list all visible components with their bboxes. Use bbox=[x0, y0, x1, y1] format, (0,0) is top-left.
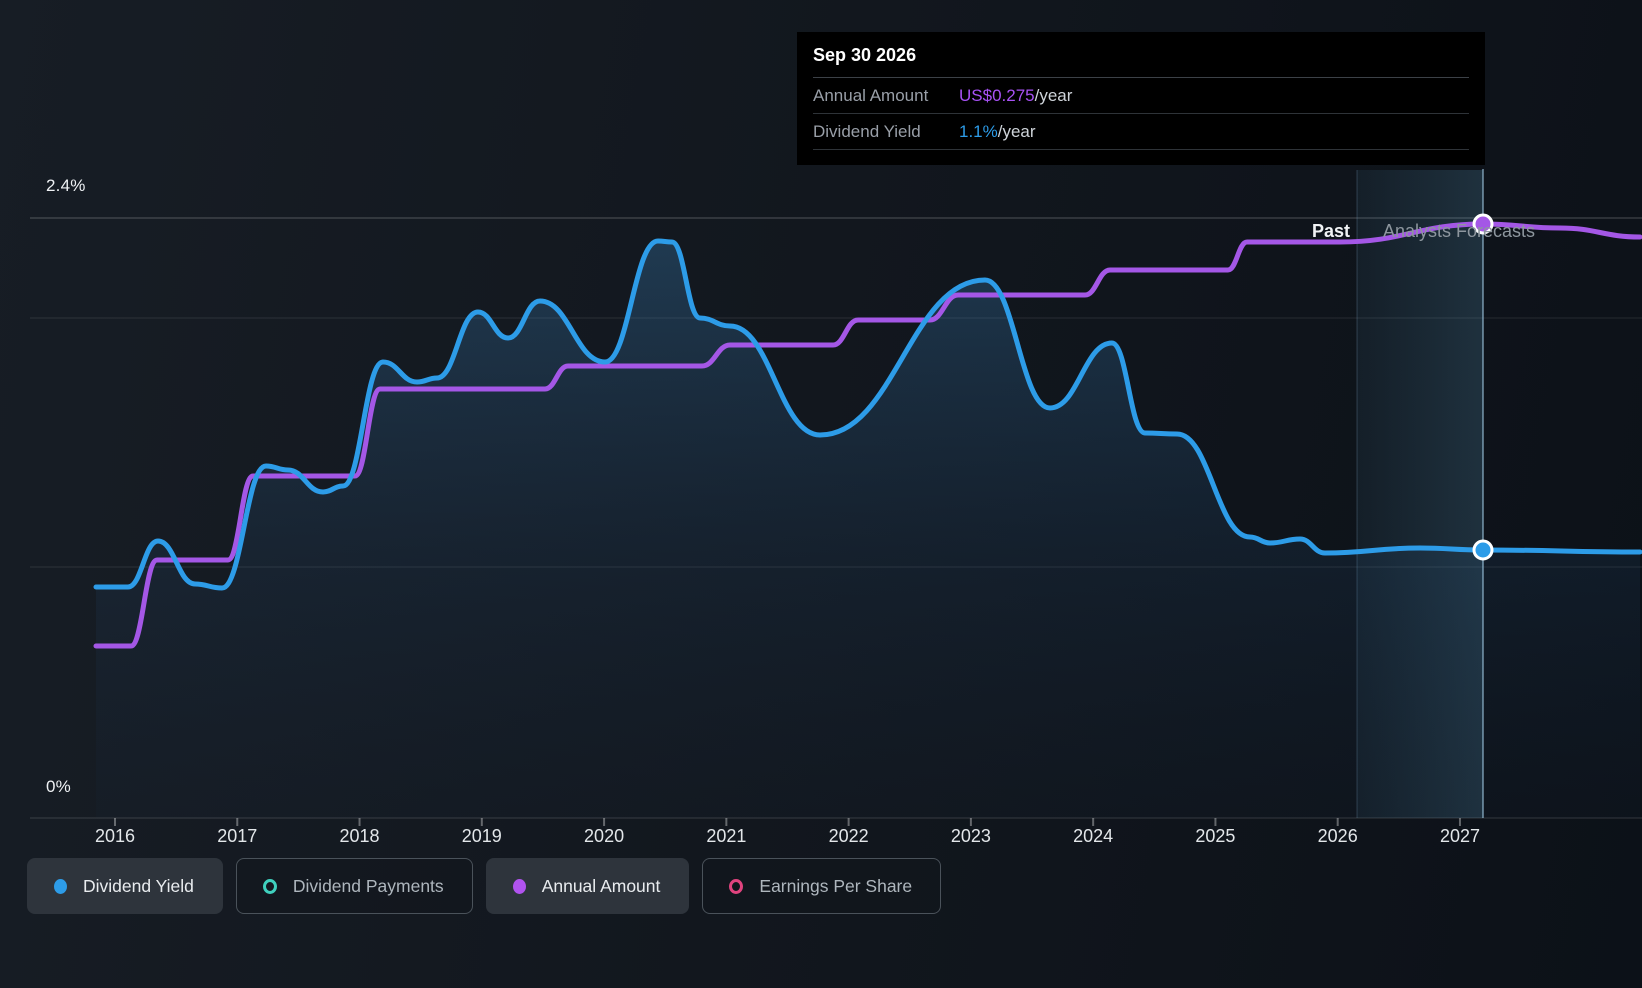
legend-label-dividend-payments: Dividend Payments bbox=[292, 875, 444, 896]
x-tick-label-2022: 2022 bbox=[828, 826, 869, 846]
legend-chip-dividend-yield[interactable]: Dividend Yield bbox=[27, 858, 223, 914]
x-tick-label-2017: 2017 bbox=[217, 826, 258, 846]
x-tick-label-2023: 2023 bbox=[950, 826, 991, 846]
past-label: Past bbox=[1311, 221, 1350, 241]
tooltip-value-dividend-yield: 1.1% bbox=[959, 121, 998, 141]
tooltip-row-annual-amount: Annual Amount US$0.275 /year bbox=[813, 78, 1469, 114]
hover-tooltip: Sep 30 2026 Annual Amount US$0.275 /year… bbox=[797, 32, 1485, 165]
legend-chip-earnings-per-share[interactable]: Earnings Per Share bbox=[702, 858, 942, 914]
dividend-yield-marker bbox=[1472, 539, 1494, 561]
tooltip-label-dividend-yield: Dividend Yield bbox=[813, 121, 921, 141]
analysts-forecasts-label: Analysts Forecasts bbox=[1383, 221, 1536, 241]
legend-chip-dividend-payments[interactable]: Dividend Payments bbox=[235, 858, 473, 914]
x-tick-label-2024: 2024 bbox=[1073, 826, 1114, 846]
y-axis-label-bottom: 0% bbox=[46, 777, 71, 796]
legend-label-dividend-yield: Dividend Yield bbox=[83, 875, 194, 896]
x-tick-label-2021: 2021 bbox=[706, 826, 747, 846]
legend: Dividend Yield Dividend Payments Annual … bbox=[27, 858, 942, 914]
tooltip-suffix-dividend-yield: /year bbox=[997, 121, 1036, 141]
tooltip-row-dividend-yield: Dividend Yield 1.1% /year bbox=[813, 114, 1469, 150]
x-tick-label-2020: 2020 bbox=[584, 826, 625, 846]
legend-label-annual-amount: Annual Amount bbox=[541, 875, 661, 896]
legend-chip-annual-amount[interactable]: Annual Amount bbox=[485, 858, 690, 914]
tooltip-suffix-annual-amount: /year bbox=[1034, 85, 1073, 105]
x-tick-label-2018: 2018 bbox=[339, 826, 380, 846]
annual-amount-marker bbox=[1472, 213, 1494, 235]
dividend-payments-ring-icon bbox=[262, 878, 277, 894]
dividend-yield-dot-icon bbox=[54, 878, 67, 894]
x-tick-label-2016: 2016 bbox=[94, 826, 136, 846]
earnings-per-share-ring-icon bbox=[729, 878, 744, 894]
x-tick-label-2025: 2025 bbox=[1195, 826, 1236, 846]
legend-label-earnings-per-share: Earnings Per Share bbox=[759, 875, 913, 896]
tooltip-value-annual-amount: US$0.275 bbox=[959, 85, 1035, 105]
x-tick-label-2026: 2026 bbox=[1317, 826, 1358, 846]
x-tick-label-2027: 2027 bbox=[1439, 826, 1480, 846]
y-axis-label-top: 2.4% bbox=[46, 176, 86, 195]
tooltip-label-annual-amount: Annual Amount bbox=[813, 85, 929, 105]
x-tick-label-2019: 2019 bbox=[461, 826, 502, 846]
annual-amount-dot-icon bbox=[512, 878, 526, 894]
tooltip-date: Sep 30 2026 bbox=[813, 32, 1469, 78]
